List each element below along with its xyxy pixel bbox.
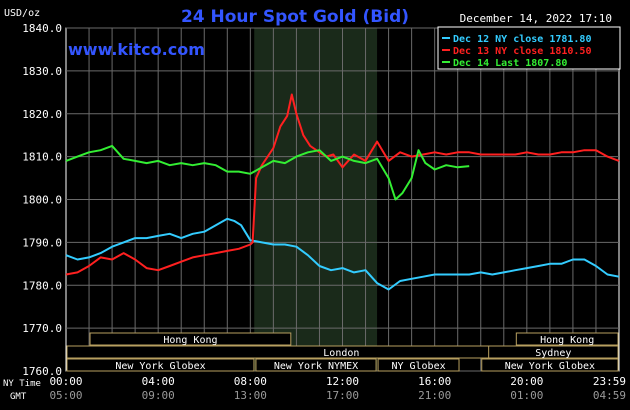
series-line bbox=[65, 144, 470, 201]
x-axis-nytime-label: NY Time bbox=[3, 379, 41, 389]
x-tick-label-gmt: 21:00 bbox=[418, 389, 451, 402]
y-axis-unit-label: USD/oz bbox=[4, 8, 40, 19]
x-tick-label-nytime: 00:00 bbox=[49, 375, 82, 388]
y-tick-label: 1840.0 bbox=[22, 22, 62, 35]
x-tick-label-gmt: 05:00 bbox=[49, 389, 82, 402]
market-session-label: Hong Kong bbox=[163, 335, 217, 346]
y-tick-label: 1820.0 bbox=[22, 108, 62, 121]
watermark-url: www.kitco.com bbox=[68, 40, 205, 59]
market-session-bar bbox=[66, 358, 255, 372]
legend-box bbox=[437, 26, 621, 70]
market-session-label: Sydney bbox=[535, 348, 571, 359]
y-tick-label: 1830.0 bbox=[22, 65, 62, 78]
x-tick-label-nytime: 08:00 bbox=[234, 375, 267, 388]
series-line bbox=[65, 217, 620, 291]
x-tick-label-nytime: 04:00 bbox=[142, 375, 175, 388]
y-tick-label: 1770.0 bbox=[22, 322, 62, 335]
x-tick-label-gmt: 09:00 bbox=[142, 389, 175, 402]
market-session-label: New York Globex bbox=[115, 361, 205, 372]
x-tick-label-gmt: 17:00 bbox=[326, 389, 359, 402]
legend-entry: Dec 14 Last 1807.80 bbox=[453, 58, 567, 69]
x-tick-label-nytime: 12:00 bbox=[326, 375, 359, 388]
market-session-label: New York Globex bbox=[505, 361, 595, 372]
market-session-label: London bbox=[323, 348, 359, 359]
legend-entry: Dec 12 NY close 1781.80 bbox=[453, 34, 591, 45]
market-session-bar bbox=[515, 332, 619, 346]
market-session-bar bbox=[255, 358, 377, 372]
x-tick-label-gmt: 01:00 bbox=[510, 389, 543, 402]
market-session-label: Hong Kong bbox=[540, 335, 594, 346]
market-session-label: NY Globex bbox=[391, 361, 445, 372]
x-axis-gmt-label: GMT bbox=[10, 392, 27, 402]
y-tick-label: 1790.0 bbox=[22, 236, 62, 249]
market-session-bar bbox=[377, 358, 460, 372]
timestamp: December 14, 2022 17:10 bbox=[460, 12, 612, 25]
y-tick-label: 1810.0 bbox=[22, 151, 62, 164]
legend-entry: Dec 13 NY close 1810.50 bbox=[453, 46, 591, 57]
y-tick-label: 1800.0 bbox=[22, 194, 62, 207]
market-session-bar bbox=[488, 345, 619, 359]
x-tick-label-gmt: 04:59 bbox=[593, 389, 626, 402]
y-tick-label: 1780.0 bbox=[22, 279, 62, 292]
x-tick-label-nytime: 23:59 bbox=[593, 375, 626, 388]
market-session-bar bbox=[481, 358, 619, 372]
x-tick-label-gmt: 13:00 bbox=[234, 389, 267, 402]
series-line bbox=[65, 93, 620, 276]
chart-title: 24 Hour Spot Gold (Bid) bbox=[181, 7, 409, 27]
x-tick-label-nytime: 16:00 bbox=[418, 375, 451, 388]
y-tick-label: 1760.0 bbox=[22, 365, 62, 378]
x-tick-label-nytime: 20:00 bbox=[510, 375, 543, 388]
market-session-label: New York NYMEX bbox=[274, 361, 358, 372]
market-session-bar bbox=[89, 332, 292, 346]
